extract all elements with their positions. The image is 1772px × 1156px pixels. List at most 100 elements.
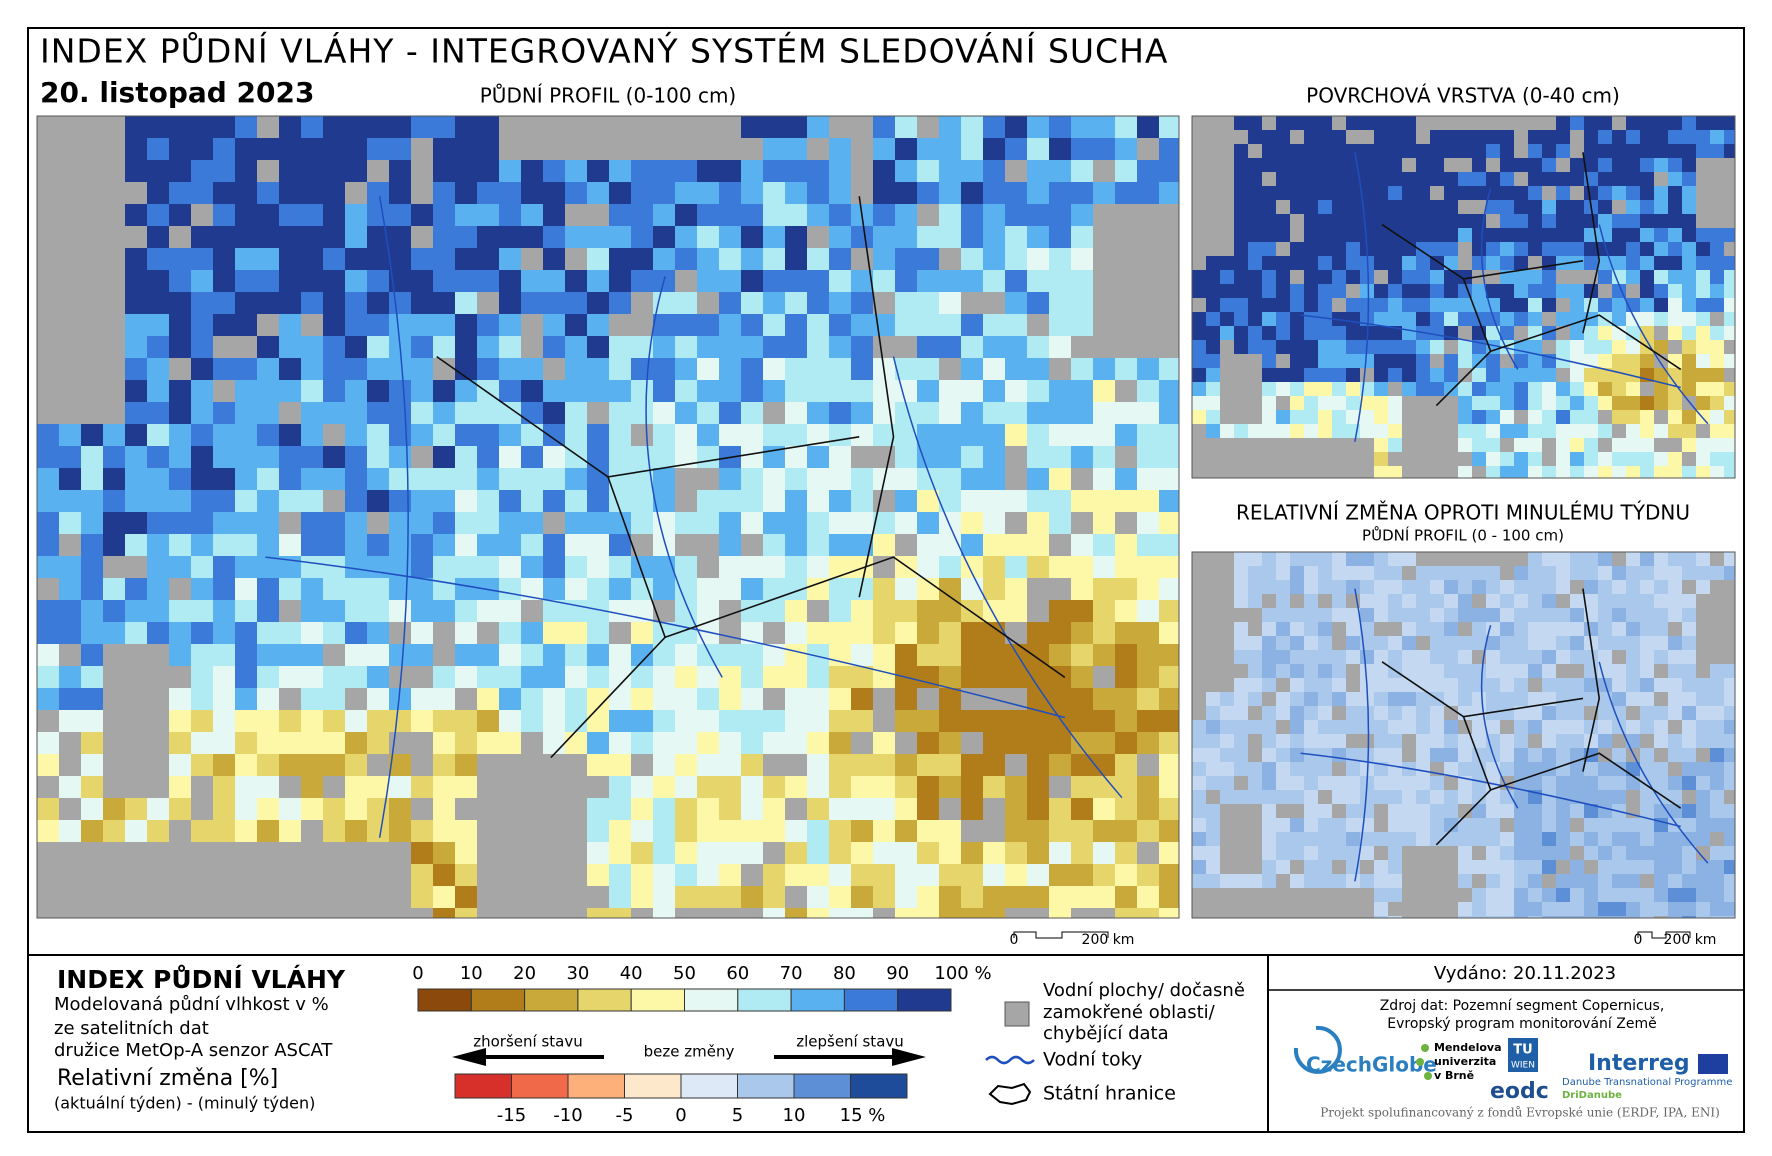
map-cell (367, 336, 389, 358)
map-cell (1584, 130, 1598, 144)
map-cell (1514, 396, 1528, 410)
map-cell (917, 842, 939, 864)
map-cell (697, 798, 719, 820)
map-cell (1346, 832, 1360, 846)
map-cell (411, 688, 433, 710)
map-cell (499, 644, 521, 666)
map-cell (1668, 158, 1682, 172)
map-cell (125, 138, 147, 160)
map-cell (917, 490, 939, 512)
map-cell (279, 666, 301, 688)
map-cell (653, 886, 675, 908)
map-cell (169, 710, 191, 732)
map-cell (1724, 466, 1735, 478)
map-cell (1304, 368, 1318, 382)
map-cell (1542, 214, 1556, 228)
map-cell (917, 754, 939, 776)
map-cell (1486, 368, 1500, 382)
map-cell (1388, 410, 1402, 424)
map-cell (741, 182, 763, 204)
map-cell (1290, 720, 1304, 734)
map-title: POVRCHOVÁ VRSTVA (0-40 cm) (1306, 84, 1620, 108)
map-cell (631, 204, 653, 226)
map-cell (1416, 144, 1430, 158)
map-cell (367, 358, 389, 380)
map-cell (1514, 228, 1528, 242)
map-cell (1248, 874, 1262, 888)
map-cell (1668, 692, 1682, 706)
map-cell (1556, 242, 1570, 256)
map-cell (1444, 256, 1458, 270)
map-cell (455, 314, 477, 336)
map-cell (1027, 798, 1049, 820)
map-cell (1248, 130, 1262, 144)
map-cell (1071, 820, 1093, 842)
map-cell (213, 182, 235, 204)
map-cell (873, 248, 895, 270)
map-cell (939, 336, 961, 358)
map-cell (653, 358, 675, 380)
map-cell (1262, 382, 1276, 396)
map-cell (345, 358, 367, 380)
map-cell (279, 424, 301, 446)
map-cell (1556, 312, 1570, 326)
map-cell (1598, 776, 1612, 790)
map-cell (829, 204, 851, 226)
map-cell (719, 512, 741, 534)
map-cell (675, 402, 697, 424)
map-cell (1682, 340, 1696, 354)
map-cell (895, 842, 917, 864)
map-cell (345, 798, 367, 820)
map-cell (477, 512, 499, 534)
map-cell (1388, 172, 1402, 186)
map-cell (1137, 886, 1159, 908)
map-cell (367, 534, 389, 556)
map-cell (917, 776, 939, 798)
map-cell (873, 864, 895, 886)
map-cell (1115, 160, 1137, 182)
map-cell (1682, 116, 1696, 130)
scale-label: 0 (1634, 932, 1643, 948)
map-cell (1528, 172, 1542, 186)
map-cell (785, 248, 807, 270)
map-cell (1304, 594, 1318, 608)
map-cell (1682, 860, 1696, 874)
map-cell (609, 380, 631, 402)
map-cell (213, 490, 235, 512)
map-cell (323, 820, 345, 842)
map-cell (1612, 874, 1626, 888)
map-cell (323, 512, 345, 534)
map-cell (1472, 424, 1486, 438)
map-cell (587, 732, 609, 754)
map-cell (191, 116, 213, 138)
map-cell (1005, 116, 1027, 138)
map-cell (1220, 720, 1234, 734)
eu-flag (1698, 1054, 1728, 1074)
map-cell (1556, 424, 1570, 438)
map-cell (1612, 622, 1626, 636)
map-cell (1402, 382, 1416, 396)
map-cell (1640, 608, 1654, 622)
map-cell (1005, 556, 1027, 578)
map-cell (389, 798, 411, 820)
map-cell (1290, 256, 1304, 270)
map-cell (1276, 144, 1290, 158)
map-cell (213, 820, 235, 842)
map-cell (1724, 144, 1735, 158)
map-cell (1542, 242, 1556, 256)
map-cell (1049, 314, 1071, 336)
map-cell (1374, 256, 1388, 270)
map-cell (1612, 818, 1626, 832)
map-cell (521, 270, 543, 292)
map-cell (1584, 466, 1598, 478)
map-cell (59, 688, 81, 710)
map-cell (829, 754, 851, 776)
map-cell (675, 446, 697, 468)
map-cell (1654, 902, 1668, 916)
map-cell (169, 556, 191, 578)
map-cell (807, 182, 829, 204)
map-cell (719, 864, 741, 886)
map-cell (1159, 116, 1179, 138)
map-cell (301, 710, 323, 732)
map-cell (1542, 804, 1556, 818)
